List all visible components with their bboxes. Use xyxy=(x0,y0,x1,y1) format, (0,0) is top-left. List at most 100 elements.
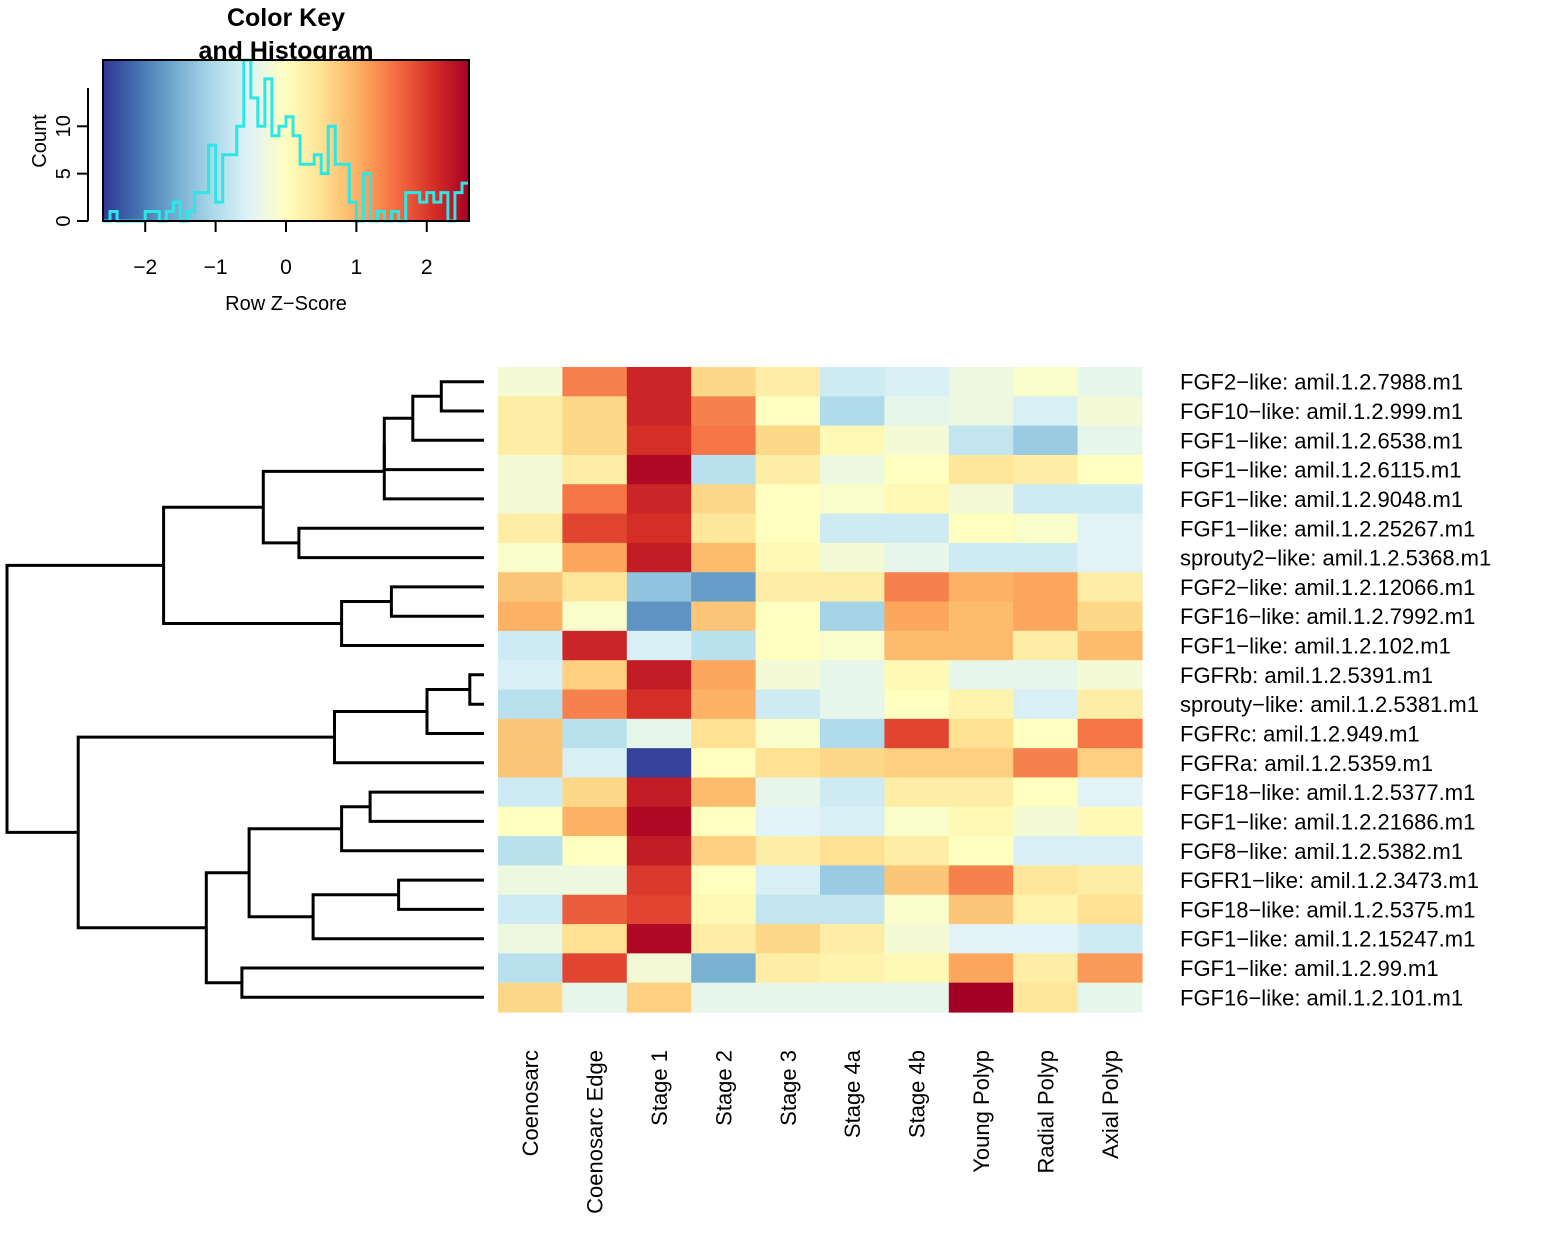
heatmap-cell xyxy=(498,953,563,984)
heatmap-cell xyxy=(755,367,821,397)
heatmap-cell xyxy=(820,542,885,573)
heatmap-cell xyxy=(691,836,757,867)
heatmap-cell xyxy=(1077,425,1143,456)
heatmap-cell xyxy=(626,572,692,603)
heatmap-cell xyxy=(498,454,563,485)
heatmap-cell xyxy=(1013,601,1079,632)
heatmap-cell xyxy=(1013,865,1079,896)
row-label: FGF18−like: amil.1.2.5377.m1 xyxy=(1180,780,1475,805)
heatmap-cell xyxy=(626,748,692,779)
dendrogram-branch xyxy=(340,600,484,647)
heatmap-cell xyxy=(1013,454,1079,485)
heatmap-cell xyxy=(1013,660,1079,691)
heatmap-cell xyxy=(498,484,563,515)
heatmap-cell xyxy=(884,953,950,984)
heatmap-cell xyxy=(626,718,692,749)
heatmap-cell xyxy=(562,894,628,925)
column-label: Stage 3 xyxy=(776,1050,801,1126)
heatmap-cell xyxy=(755,484,821,515)
row-label: FGF1−like: amil.1.2.102.m1 xyxy=(1180,634,1451,659)
heatmap-cell xyxy=(1013,718,1079,749)
heatmap-cell xyxy=(755,601,821,632)
heatmap-cell xyxy=(820,836,885,867)
dendrogram-branch xyxy=(261,469,385,545)
heatmap-cell xyxy=(626,777,692,808)
heatmap-cell xyxy=(1013,982,1079,1013)
heatmap-cell xyxy=(626,894,692,925)
heatmap-cell xyxy=(1013,924,1079,954)
color-key-x-axis: −2 −1 0 1 2 xyxy=(133,221,433,279)
heatmap-cell xyxy=(1077,865,1143,896)
heatmap-cell xyxy=(691,660,757,691)
heatmap-cell xyxy=(691,542,757,573)
row-label: FGF2−like: amil.1.2.12066.m1 xyxy=(1180,575,1475,600)
heatmap-cell xyxy=(948,894,1014,925)
dendrogram-branch xyxy=(382,444,484,501)
dendrogram-branch xyxy=(368,790,484,823)
color-key-y-axis: 0 5 10 xyxy=(53,88,89,227)
heatmap-cell xyxy=(691,513,757,544)
heatmap-cell xyxy=(562,660,628,691)
heatmap-cell xyxy=(626,367,692,397)
heatmap-cell xyxy=(820,777,885,808)
heatmap-cell xyxy=(562,367,628,397)
heatmap-cell xyxy=(691,601,757,632)
heatmap-cell xyxy=(820,718,885,749)
color-key-y-label: Count xyxy=(29,114,51,168)
heatmap-cell xyxy=(820,454,885,485)
heatmap-cell xyxy=(498,513,563,544)
heatmap-cell xyxy=(498,777,563,808)
dendrogram-branch xyxy=(333,710,484,765)
x-tick-label: 0 xyxy=(280,256,292,279)
heatmap-cell xyxy=(691,924,757,954)
heatmap-cell xyxy=(884,777,950,808)
heatmap-cell xyxy=(755,660,821,691)
heatmap-cell xyxy=(626,601,692,632)
heatmap-cell xyxy=(820,396,885,427)
column-label: Stage 2 xyxy=(711,1050,736,1126)
heatmap-grid xyxy=(498,367,1143,1013)
heatmap-cell xyxy=(562,865,628,896)
dendrogram-branch xyxy=(382,416,484,472)
heatmap-cell xyxy=(562,454,628,485)
heatmap-cell xyxy=(562,718,628,749)
heatmap-cell xyxy=(884,660,950,691)
x-tick-label: 1 xyxy=(351,256,363,279)
dendrogram-branch xyxy=(247,827,342,919)
heatmap-cell xyxy=(562,924,628,954)
heatmap-cell xyxy=(691,718,757,749)
heatmap-cell xyxy=(691,454,757,485)
heatmap-cell xyxy=(1013,396,1079,427)
heatmap-cell xyxy=(948,425,1014,456)
heatmap-cell xyxy=(948,982,1014,1013)
heatmap-cell xyxy=(562,484,628,515)
heatmap-cell xyxy=(498,396,563,427)
heatmap-cell xyxy=(1077,367,1143,397)
heatmap-cell xyxy=(562,572,628,603)
heatmap-cell xyxy=(562,806,628,837)
heatmap-cell xyxy=(1077,777,1143,808)
heatmap-cell xyxy=(498,630,563,661)
dendrogram-branch xyxy=(162,505,342,625)
heatmap-cell xyxy=(884,689,950,720)
heatmap-cell xyxy=(820,806,885,837)
heatmap-cell xyxy=(1013,836,1079,867)
heatmap-cell xyxy=(626,953,692,984)
heatmap-cell xyxy=(755,953,821,984)
heatmap-cell xyxy=(948,865,1014,896)
column-label: Stage 4b xyxy=(905,1050,930,1138)
dendrogram-branch xyxy=(389,585,484,618)
row-label: FGF1−like: amil.1.2.25267.m1 xyxy=(1180,516,1475,541)
heatmap-cell xyxy=(626,865,692,896)
color-key-gradient xyxy=(103,60,469,221)
heatmap-cell xyxy=(498,865,563,896)
heatmap-cell xyxy=(498,660,563,691)
color-key-histogram xyxy=(103,58,469,223)
heatmap-cell xyxy=(884,924,950,954)
heatmap-cell xyxy=(884,865,950,896)
row-label: FGFRb: amil.1.2.5391.m1 xyxy=(1180,663,1433,688)
heatmap-cell xyxy=(1077,454,1143,485)
row-label: FGF1−like: amil.1.2.6115.m1 xyxy=(1180,458,1461,483)
column-labels: Coenosarc Coenosarc Edge Stage 1 Stage 2 Sta… xyxy=(518,1049,1123,1214)
heatmap-cell xyxy=(1013,953,1079,984)
